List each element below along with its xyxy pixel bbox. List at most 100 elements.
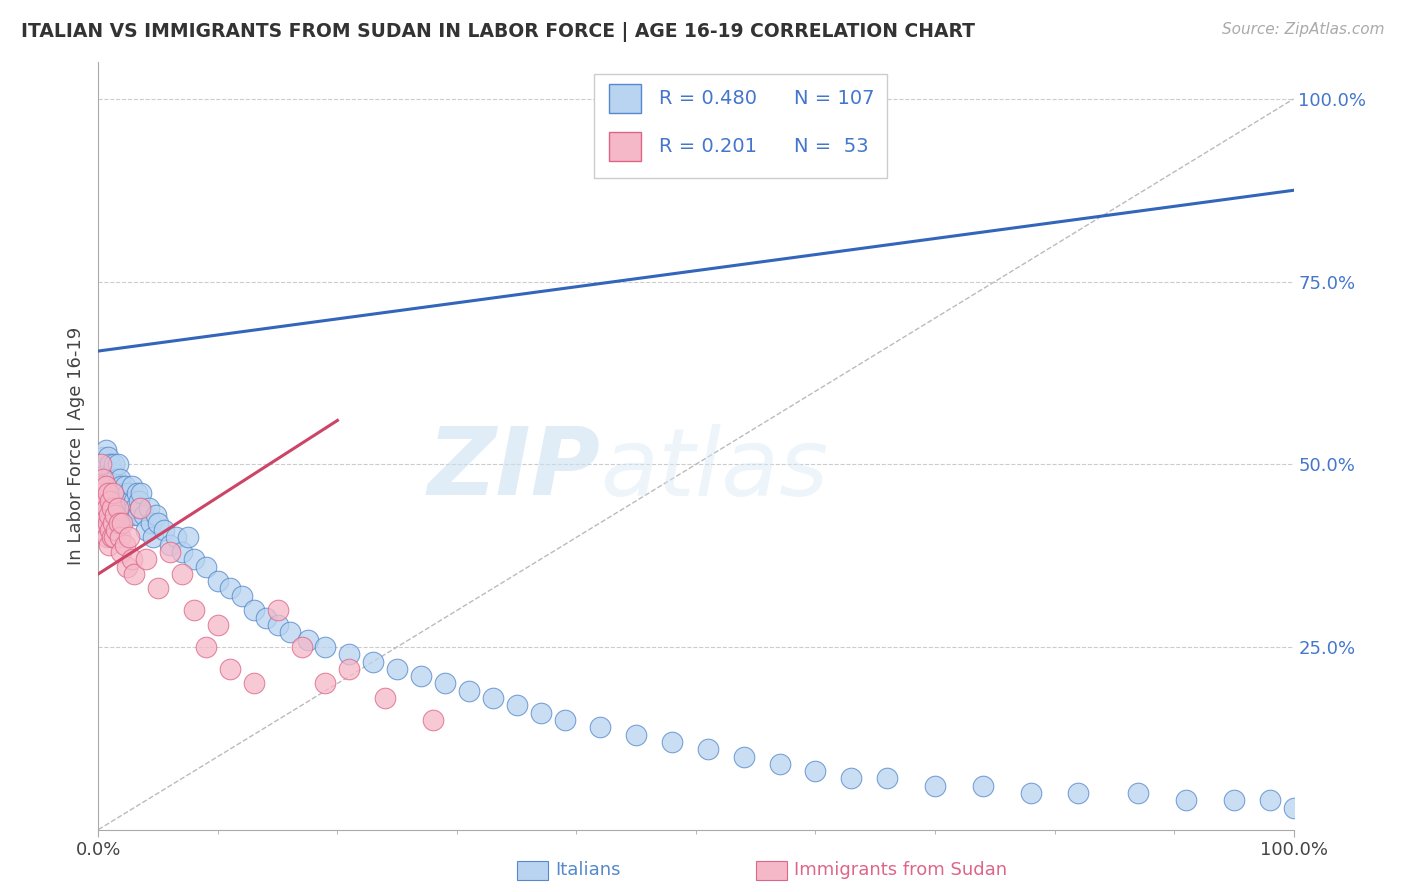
Point — [110, 479, 132, 493]
Point — [107, 501, 129, 516]
Point — [91, 508, 114, 523]
Point — [94, 442, 117, 457]
Point — [94, 479, 117, 493]
Point — [90, 493, 112, 508]
Point — [124, 501, 146, 516]
Point — [172, 566, 194, 581]
Point — [104, 508, 127, 523]
Point — [219, 582, 242, 596]
Point — [315, 640, 337, 654]
Point — [115, 508, 138, 523]
Point — [112, 486, 135, 500]
Point — [98, 523, 122, 537]
Point — [231, 589, 253, 603]
Point — [89, 479, 111, 493]
Point — [103, 530, 125, 544]
Text: N = 107: N = 107 — [794, 89, 875, 108]
Point — [114, 538, 136, 552]
Point — [98, 508, 121, 523]
Text: ITALIAN VS IMMIGRANTS FROM SUDAN IN LABOR FORCE | AGE 16-19 CORRELATION CHART: ITALIAN VS IMMIGRANTS FROM SUDAN IN LABO… — [21, 22, 976, 42]
Point — [1175, 793, 1198, 807]
Point — [291, 640, 314, 654]
Point — [89, 472, 111, 486]
Point — [297, 632, 319, 647]
Point — [124, 493, 146, 508]
Text: Italians: Italians — [555, 861, 621, 879]
Point — [697, 742, 720, 756]
Point — [98, 501, 122, 516]
Point — [93, 493, 115, 508]
Point — [339, 662, 361, 676]
Point — [97, 486, 120, 500]
Point — [481, 691, 505, 706]
Point — [1282, 800, 1305, 814]
Point — [422, 713, 444, 727]
Point — [120, 493, 142, 508]
Point — [111, 508, 134, 523]
Point — [278, 625, 301, 640]
Point — [1067, 786, 1090, 800]
Point — [243, 603, 266, 617]
Point — [91, 479, 114, 493]
Point — [195, 559, 218, 574]
Point — [125, 486, 148, 500]
Point — [128, 493, 150, 508]
Point — [94, 508, 117, 523]
Point — [94, 472, 117, 486]
Point — [110, 501, 132, 516]
Point — [148, 582, 170, 596]
Point — [115, 493, 138, 508]
Point — [121, 479, 143, 493]
Point — [97, 516, 120, 530]
Point — [530, 706, 553, 720]
Point — [93, 516, 115, 530]
Point — [117, 486, 139, 500]
Point — [458, 683, 481, 698]
Point — [177, 530, 200, 544]
Point — [124, 566, 146, 581]
Point — [339, 647, 361, 661]
Point — [90, 457, 112, 471]
Point — [93, 457, 115, 471]
Point — [145, 508, 167, 523]
Point — [122, 508, 145, 523]
Point — [107, 516, 129, 530]
Point — [1128, 786, 1150, 800]
Point — [243, 676, 266, 690]
Point — [589, 720, 612, 734]
Point — [135, 523, 157, 537]
Point — [96, 479, 118, 493]
FancyBboxPatch shape — [609, 132, 641, 161]
Point — [96, 501, 118, 516]
Point — [90, 457, 112, 471]
Point — [90, 501, 112, 516]
Point — [841, 772, 863, 786]
Point — [972, 779, 994, 793]
Point — [96, 530, 118, 544]
Point — [111, 493, 134, 508]
Point — [107, 457, 129, 471]
Point — [876, 772, 898, 786]
Point — [1258, 793, 1281, 807]
Point — [98, 486, 121, 500]
Point — [97, 493, 120, 508]
Point — [165, 530, 187, 544]
Point — [98, 457, 122, 471]
Point — [91, 450, 114, 464]
Point — [1019, 786, 1042, 800]
Point — [100, 479, 122, 493]
Text: atlas: atlas — [600, 424, 828, 515]
Point — [97, 450, 120, 464]
Point — [207, 574, 229, 589]
Text: R = 0.480: R = 0.480 — [659, 89, 756, 108]
Point — [129, 501, 152, 516]
Point — [108, 486, 131, 500]
Point — [101, 472, 124, 486]
Point — [127, 508, 149, 523]
Point — [148, 516, 170, 530]
Point — [139, 516, 162, 530]
Point — [131, 486, 153, 500]
Point — [254, 610, 277, 624]
Point — [118, 530, 141, 544]
Point — [374, 691, 396, 706]
